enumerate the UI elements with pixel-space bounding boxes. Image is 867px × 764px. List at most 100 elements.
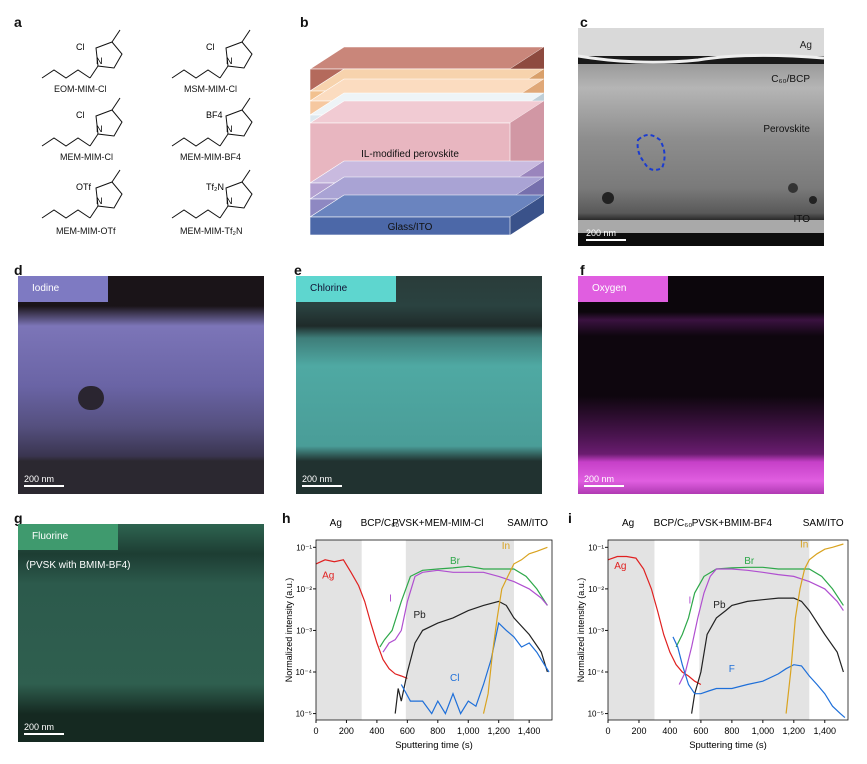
chlorine-scale-bar: 200 nm xyxy=(302,474,342,487)
imidazolium-ring xyxy=(225,181,253,209)
region-label: SAM/ITO xyxy=(507,518,548,529)
chlorine-map-image: Chlorine 200 nm xyxy=(296,276,542,494)
series-label-in: In xyxy=(502,541,510,552)
series-label-pb: Pb xyxy=(713,600,726,611)
series-label-cl: Cl xyxy=(450,673,459,684)
sem-scale-text: 200 nm xyxy=(586,228,617,238)
methyl-bond xyxy=(241,97,251,111)
panel-label-i: i xyxy=(568,510,572,526)
y-axis-label: Normalized intensity (a.u.) xyxy=(576,578,586,683)
nitrogen-label: N xyxy=(96,124,103,134)
region-shade-ag xyxy=(316,540,362,720)
molecule-structure-2: N Cl xyxy=(171,29,253,79)
oxygen-scale-text: 200 nm xyxy=(584,474,615,484)
side-chain xyxy=(41,69,91,79)
y-tick-label: 10⁻⁴ xyxy=(587,668,604,677)
iodine-scale-text: 200 nm xyxy=(24,474,55,484)
linker-bond xyxy=(89,65,99,79)
region-shade-ag xyxy=(608,540,655,720)
layer-top-face xyxy=(308,46,546,70)
sem-label-ag: Ag xyxy=(799,40,812,51)
series-label-in: In xyxy=(800,539,808,550)
layer-front-face xyxy=(309,216,511,236)
x-tick-label: 1,000 xyxy=(457,726,480,736)
sem-cross-section-image: Ag C₆₀/BCP Perovskite ITO 200 nm xyxy=(578,28,824,246)
iodine-map-image: Iodine 200 nm xyxy=(18,276,264,494)
oxygen-scale-bar: 200 nm xyxy=(584,474,624,487)
oxygen-map-image: Oxygen 200 nm xyxy=(578,276,824,494)
region-label: Ag xyxy=(330,518,342,529)
fluorine-tag: Fluorine xyxy=(18,524,118,550)
y-tick-label: 10⁻² xyxy=(588,585,604,594)
series-label-i: I xyxy=(389,593,392,604)
series-line-br xyxy=(675,566,844,648)
series-label-br: Br xyxy=(450,556,461,567)
side-chain xyxy=(171,69,221,79)
panel-label-b: b xyxy=(300,14,309,30)
fluorine-map-image: Fluorine (PVSK with BMIM-BF4) 200 nm xyxy=(18,524,264,742)
x-tick-label: 200 xyxy=(339,726,354,736)
imidazolium-ring xyxy=(95,181,123,209)
nitrogen-label: N xyxy=(226,196,233,206)
methyl-bond xyxy=(111,169,121,183)
series-line-f xyxy=(672,636,846,719)
fluorine-sublabel: (PVSK with BMIM-BF4) xyxy=(26,560,131,571)
layer-top-face xyxy=(308,100,546,124)
series-line-cl xyxy=(400,621,550,715)
panel-label-c: c xyxy=(580,14,588,30)
anion-label: Cl xyxy=(76,110,85,120)
nitrogen-label: N xyxy=(96,196,103,206)
sem-label-ito: ITO xyxy=(793,214,810,225)
nitrogen-label: N xyxy=(96,56,103,66)
iodine-scale-bar: 200 nm xyxy=(24,474,64,487)
panel-label-d: d xyxy=(14,262,23,278)
side-chain xyxy=(171,209,221,219)
series-line-ag xyxy=(315,559,408,679)
linker-bond xyxy=(89,133,99,147)
region-shade-pvsk xyxy=(699,540,810,720)
molecule-label-msm-mim-cl: MSM-MIM-Cl xyxy=(184,84,237,94)
y-tick-label: 10⁻¹ xyxy=(588,543,604,552)
molecule-label-mem-mim-bf4: MEM-MIM-BF4 xyxy=(180,152,241,162)
oxygen-tag: Oxygen xyxy=(578,276,668,302)
series-line-i xyxy=(678,568,844,685)
layer-label: IL-modified perovskite xyxy=(361,149,459,160)
y-tick-label: 10⁻² xyxy=(296,585,312,594)
series-line-in xyxy=(482,546,548,714)
imidazolium-ring xyxy=(225,41,253,69)
stack-layer-7: Glass/ITO xyxy=(308,194,546,236)
side-chain xyxy=(41,209,91,219)
methyl-bond xyxy=(111,29,121,43)
x-tick-label: 800 xyxy=(430,726,445,736)
device-stack-diagram: AgBCPC₆₀Passivation layerIL-modified per… xyxy=(308,46,546,236)
x-tick-label: 800 xyxy=(724,726,739,736)
linker-bond xyxy=(219,205,229,219)
linker-bond xyxy=(89,205,99,219)
chlorine-scale-text: 200 nm xyxy=(302,474,333,484)
anion-label: Cl xyxy=(206,42,215,52)
anion-label: Tf₂N xyxy=(206,182,224,192)
x-axis-label: Sputtering time (s) xyxy=(395,740,473,751)
molecule-structure-5: N OTf xyxy=(41,169,123,219)
linker-bond xyxy=(219,65,229,79)
y-tick-label: 10⁻¹ xyxy=(296,543,312,552)
series-label-i: I xyxy=(689,595,692,606)
x-tick-label: 600 xyxy=(400,726,415,736)
x-tick-label: 1,400 xyxy=(518,726,541,736)
chlorine-tag: Chlorine xyxy=(296,276,396,302)
tof-sims-chart-i: Ag BCP/C₆₀ PVSK+BMIM-BF4 SAM/ITO Ag Br I Pb F In 0… xyxy=(576,518,849,751)
x-axis-label: Sputtering time (s) xyxy=(689,740,767,751)
series-label-br: Br xyxy=(744,556,755,567)
linker-bond xyxy=(219,133,229,147)
series-line-in xyxy=(785,543,844,714)
series-line-ag xyxy=(607,555,702,686)
y-axis-label: Normalized intensity (a.u.) xyxy=(284,578,294,683)
molecule-label-eom-mim-cl: EOM-MIM-Cl xyxy=(54,84,107,94)
series-line-i xyxy=(382,569,548,653)
y-tick-label: 10⁻³ xyxy=(588,626,604,635)
x-tick-label: 1,000 xyxy=(752,726,775,736)
x-tick-label: 400 xyxy=(662,726,677,736)
anion-label: Cl xyxy=(76,42,85,52)
